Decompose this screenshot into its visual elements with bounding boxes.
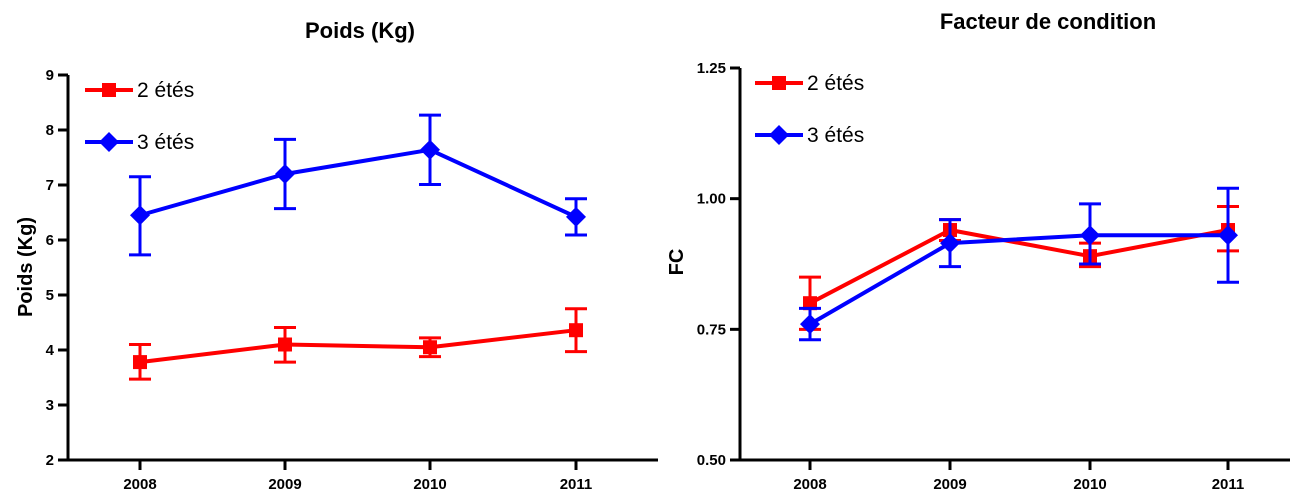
series-line bbox=[808, 233, 1228, 326]
y-axis-label: FC bbox=[666, 249, 688, 276]
y-tick-label: 0.50 bbox=[697, 452, 726, 469]
y-axis-label: Poids (Kg) bbox=[15, 217, 37, 317]
legend-label: 2 étés bbox=[137, 79, 194, 102]
chart-panel-2: Facteur de condition FC 0.50 0.75 1.00 1.25 20… bbox=[666, 9, 1290, 493]
y-tick-label: 2 bbox=[46, 452, 54, 469]
data-point bbox=[133, 355, 147, 370]
legend-marker bbox=[99, 132, 119, 152]
y-tick-label: 4 bbox=[46, 342, 55, 359]
data-point bbox=[800, 314, 820, 335]
data-point bbox=[566, 206, 586, 227]
data-point bbox=[1080, 225, 1100, 246]
x-tick-label: 2010 bbox=[1073, 476, 1106, 493]
x-tick-label: 2010 bbox=[413, 476, 446, 493]
series-line bbox=[139, 147, 577, 219]
data-point bbox=[803, 296, 817, 311]
series-1 bbox=[799, 205, 1239, 331]
legend-marker bbox=[772, 76, 786, 90]
y-tick-label: 8 bbox=[46, 122, 54, 139]
data-point bbox=[940, 233, 960, 254]
legend-entry: 3 étés bbox=[85, 131, 194, 154]
data-point bbox=[569, 323, 583, 338]
legend-marker bbox=[102, 83, 116, 97]
x-tick-label: 2009 bbox=[268, 476, 301, 493]
y-tick-label: 1.00 bbox=[697, 191, 726, 208]
series-2 bbox=[129, 113, 587, 257]
x-tick-label: 2011 bbox=[560, 476, 593, 493]
x-tick-label: 2008 bbox=[793, 476, 826, 493]
y-tick-label: 0.75 bbox=[697, 321, 726, 338]
y-tick-label: 6 bbox=[46, 232, 54, 249]
y-tick-label: 1.25 bbox=[697, 60, 726, 77]
x-tick-label: 2009 bbox=[933, 476, 966, 493]
legend-label: 3 étés bbox=[137, 131, 194, 154]
series-line bbox=[139, 328, 577, 365]
legend-label: 3 étés bbox=[807, 124, 864, 147]
legend-entry: 2 étés bbox=[755, 72, 864, 95]
y-tick-label: 5 bbox=[46, 287, 54, 304]
y-tick-label: 7 bbox=[46, 177, 54, 194]
data-point bbox=[423, 340, 437, 355]
data-point bbox=[420, 139, 440, 160]
chart-panel-1: Poids (Kg) Poids (Kg) 2 3 4 5 6 7 8 9 2008 2009 2010… bbox=[15, 18, 658, 493]
y-tick-label: 3 bbox=[46, 397, 54, 414]
legend-label: 2 étés bbox=[807, 72, 864, 95]
data-point bbox=[275, 164, 295, 184]
y-tick-label: 9 bbox=[46, 67, 54, 84]
series-line bbox=[809, 228, 1229, 305]
data-point bbox=[278, 337, 292, 352]
series-2 bbox=[799, 186, 1239, 342]
chart-title: Facteur de condition bbox=[940, 9, 1156, 34]
data-point bbox=[130, 205, 150, 226]
x-tick-label: 2008 bbox=[123, 476, 156, 493]
data-point bbox=[1218, 225, 1238, 246]
chart-title: Poids (Kg) bbox=[305, 18, 415, 43]
legend-entry: 3 étés bbox=[755, 124, 864, 147]
series-1 bbox=[129, 307, 587, 381]
legend-marker bbox=[769, 125, 789, 145]
legend-entry: 2 étés bbox=[85, 79, 194, 102]
x-tick-label: 2011 bbox=[1212, 476, 1245, 493]
